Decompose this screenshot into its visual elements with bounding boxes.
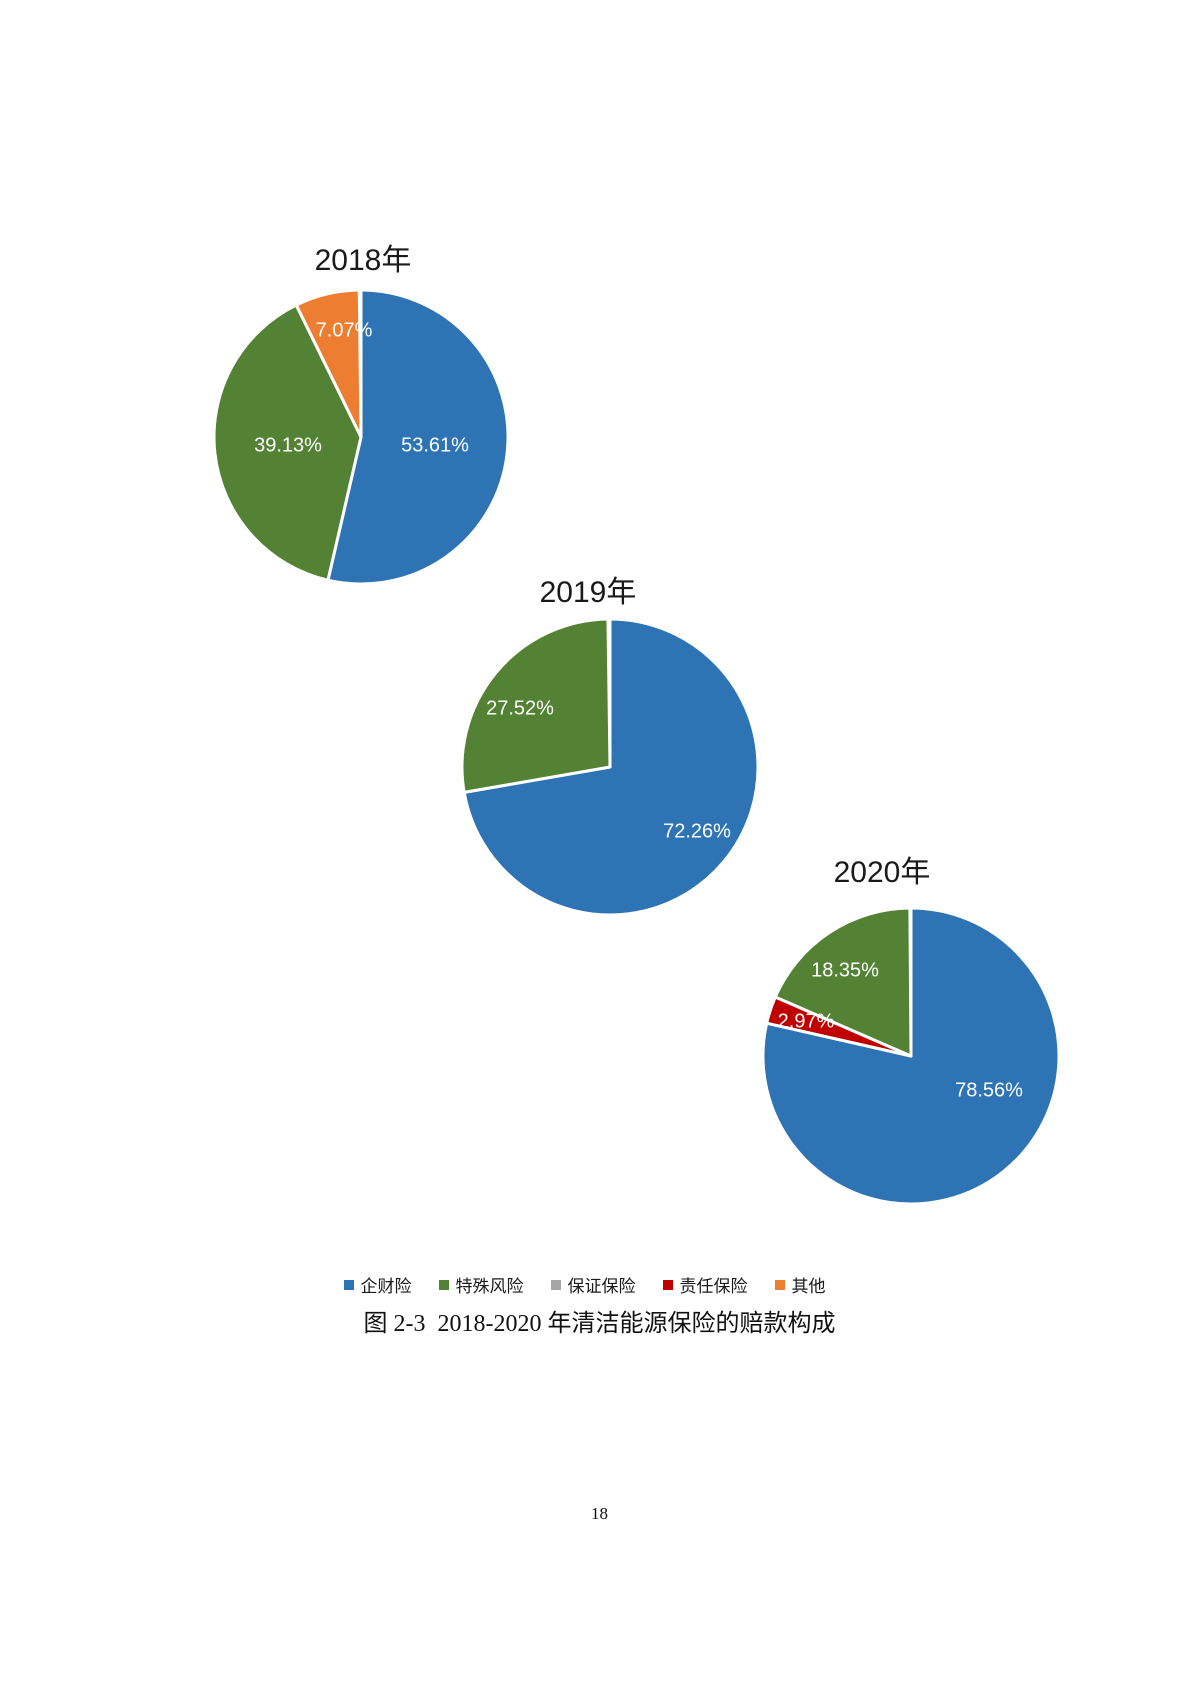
pie-2019: 72.26% 27.52% (460, 617, 760, 917)
pie-2018: 53.61% 39.13% 7.07% (212, 288, 510, 586)
legend-item-qicaixian: 企财险 (343, 1272, 412, 1297)
legend-swatch-qicaixian (343, 1279, 354, 1290)
chart-legend: 企财险 特殊风险 保证保险 责任保险 其他 (0, 1272, 1184, 1297)
legend-swatch-teshufengxian (438, 1279, 449, 1290)
legend-label-qicaixian: 企财险 (360, 1277, 412, 1296)
slice-data-label-1: 2.97% (777, 1010, 835, 1033)
legend-item-qita: 其他 (774, 1272, 826, 1297)
legend-item-teshufengxian: 特殊风险 (438, 1272, 524, 1297)
pie-slice-1 (460, 617, 612, 794)
legend-item-baozhengbaoxian: 保证保险 (550, 1272, 636, 1297)
pie-2020: 78.56% 2.97% 18.35% (761, 906, 1061, 1206)
legend-swatch-qita (774, 1279, 785, 1290)
legend-swatch-baozhengbaoxian (550, 1279, 561, 1290)
slice-data-label-0: 78.56% (955, 1079, 1023, 1102)
legend-label-zerenbaoxian: 责任保险 (679, 1277, 748, 1296)
slice-data-label-0: 53.61% (401, 434, 469, 457)
slice-data-label-2: 7.07% (315, 319, 373, 342)
pie-title-2020: 2020年 (833, 856, 931, 889)
legend-label-qita: 其他 (791, 1277, 826, 1296)
pie-title-2019: 2019年 (539, 576, 637, 609)
chart-legend-row: 企财险 特殊风险 保证保险 责任保险 其他 (343, 1272, 826, 1297)
slice-data-label-2: 18.35% (811, 959, 879, 982)
slice-data-label-1: 39.13% (254, 434, 322, 457)
legend-item-zerenbaoxian: 责任保险 (662, 1272, 748, 1297)
pie-slice-2 (773, 906, 913, 1058)
slice-data-label-0: 72.26% (663, 820, 731, 843)
pie-title-2018: 2018年 (314, 244, 412, 277)
legend-label-teshufengxian: 特殊风险 (455, 1277, 524, 1296)
slice-data-label-1: 27.52% (486, 697, 554, 720)
legend-label-baozhengbaoxian: 保证保险 (567, 1277, 636, 1296)
pie-slice-2 (294, 288, 363, 439)
pie-slice-0 (326, 288, 510, 586)
legend-swatch-zerenbaoxian (662, 1279, 673, 1290)
figure-caption: 图 2-3 2018-2020 年清洁能源保险的赔款构成 (363, 1311, 836, 1337)
pie-slice-1 (212, 303, 363, 582)
page-number: 18 (591, 1504, 608, 1523)
